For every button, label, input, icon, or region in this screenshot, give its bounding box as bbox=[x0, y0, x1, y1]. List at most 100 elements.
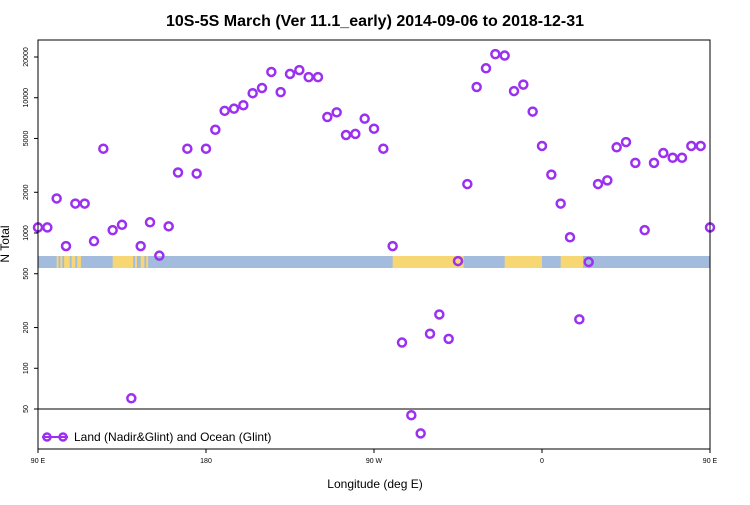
data-point bbox=[406, 409, 417, 421]
data-point bbox=[368, 123, 380, 134]
data-point bbox=[350, 128, 361, 140]
data-point bbox=[564, 232, 576, 243]
land-segment bbox=[140, 256, 145, 268]
y-tick-label: 5000 bbox=[23, 131, 30, 147]
data-point bbox=[471, 81, 482, 93]
y-axis: 50 100 200 500 1000 2000 5000 10000 20000 bbox=[23, 47, 38, 413]
data-point bbox=[387, 240, 398, 252]
x-tick-label: 90 E bbox=[703, 458, 718, 465]
data-point bbox=[303, 71, 314, 83]
ocean-band bbox=[38, 256, 710, 268]
chart-title: 10S-5S March (Ver 11.1_early) 2014-09-06… bbox=[166, 13, 584, 30]
data-point bbox=[527, 106, 538, 117]
y-tick-label: 1000 bbox=[23, 225, 30, 241]
data-point bbox=[256, 82, 268, 94]
land-segment bbox=[135, 256, 137, 268]
y-tick-label: 2000 bbox=[23, 184, 30, 200]
data-point bbox=[359, 113, 370, 124]
data-point bbox=[154, 250, 165, 261]
data-point bbox=[284, 68, 296, 80]
land-segment bbox=[60, 256, 63, 268]
data-point bbox=[620, 136, 632, 148]
data-point bbox=[667, 152, 678, 163]
data-point bbox=[508, 85, 520, 97]
data-point bbox=[443, 333, 454, 345]
data-point bbox=[322, 111, 333, 123]
data-point bbox=[331, 107, 342, 118]
land-segment bbox=[392, 256, 464, 268]
x-tick-label: 0 bbox=[540, 458, 544, 465]
data-point bbox=[592, 178, 604, 190]
data-point bbox=[107, 224, 118, 236]
points-layer bbox=[32, 48, 716, 439]
data-point bbox=[490, 48, 501, 60]
data-point bbox=[42, 222, 53, 233]
data-point bbox=[630, 157, 641, 169]
data-point bbox=[116, 219, 128, 231]
data-point bbox=[536, 140, 548, 152]
land-segment bbox=[504, 256, 542, 268]
land-segment bbox=[71, 256, 76, 268]
data-point bbox=[676, 152, 688, 163]
data-point bbox=[126, 393, 137, 404]
data-point bbox=[210, 124, 221, 135]
data-point bbox=[135, 240, 146, 252]
y-tick-label: 200 bbox=[23, 322, 30, 334]
land-segment bbox=[114, 256, 134, 268]
data-point bbox=[247, 87, 258, 99]
data-point bbox=[172, 167, 184, 178]
plot-frame bbox=[37, 39, 711, 450]
land-segment bbox=[56, 256, 59, 268]
data-point bbox=[574, 314, 585, 325]
data-point bbox=[70, 198, 81, 209]
data-point bbox=[611, 142, 622, 153]
data-point bbox=[266, 66, 277, 78]
land-segment bbox=[64, 256, 70, 268]
data-point bbox=[686, 140, 697, 152]
data-point bbox=[219, 105, 230, 117]
x-axis: 90 E 180 90 W 0 90 E bbox=[31, 449, 718, 465]
data-point bbox=[294, 64, 305, 76]
y-tick-label: 100 bbox=[23, 362, 30, 374]
y-tick-label: 50 bbox=[23, 405, 30, 413]
data-point bbox=[191, 168, 202, 179]
data-point bbox=[415, 428, 426, 439]
data-point bbox=[144, 217, 156, 228]
data-point bbox=[238, 99, 249, 111]
data-point bbox=[639, 224, 650, 236]
data-point bbox=[88, 235, 100, 247]
y-tick-label: 500 bbox=[23, 268, 30, 280]
legend-label: Land (Nadir&Glint) and Ocean (Glint) bbox=[74, 430, 271, 444]
land-segment bbox=[560, 256, 584, 268]
land-segment bbox=[112, 256, 115, 268]
data-point bbox=[79, 198, 90, 209]
data-point bbox=[396, 337, 408, 348]
x-axis-label: Longitude (deg E) bbox=[327, 477, 422, 491]
data-point bbox=[695, 140, 706, 152]
data-point bbox=[480, 63, 492, 74]
data-point bbox=[228, 103, 240, 114]
data-point bbox=[518, 79, 529, 90]
data-point bbox=[378, 143, 389, 154]
legend-marker bbox=[58, 432, 68, 442]
data-point bbox=[648, 157, 660, 169]
y-axis-label: N Total bbox=[0, 225, 12, 262]
data-point bbox=[163, 221, 174, 232]
data-point bbox=[424, 328, 436, 339]
data-point bbox=[499, 50, 510, 61]
data-point bbox=[340, 129, 352, 141]
x-tick-label: 90 E bbox=[31, 458, 46, 465]
data-point bbox=[555, 198, 566, 209]
data-point bbox=[658, 147, 669, 159]
legend-marker bbox=[42, 432, 52, 442]
data-point bbox=[602, 175, 613, 186]
data-point bbox=[182, 143, 193, 154]
data-point bbox=[546, 169, 557, 180]
land-ocean-band bbox=[38, 256, 710, 268]
data-point bbox=[200, 143, 212, 154]
data-point bbox=[98, 143, 109, 154]
data-point bbox=[275, 86, 286, 98]
data-point bbox=[583, 256, 594, 268]
